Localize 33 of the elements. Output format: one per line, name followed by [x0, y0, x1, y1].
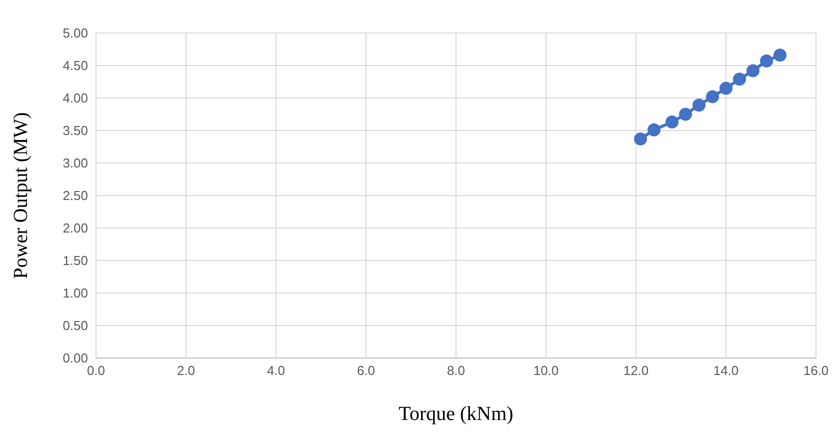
x-tick-label: 10.0	[533, 363, 559, 378]
point	[774, 48, 786, 62]
point	[720, 82, 732, 95]
x-tick-label: 0.0	[86, 363, 106, 378]
x-tick-label: 8.0	[446, 363, 466, 378]
y-tick-label: 2.50	[62, 188, 88, 204]
y-tick-label: 0.50	[62, 318, 88, 334]
y-tick-label: 0.00	[62, 350, 88, 366]
x-tick-label: 12.0	[623, 363, 649, 378]
point	[679, 108, 692, 121]
x-tick-label: 2.0	[176, 363, 196, 378]
x-axis-title: Torque (kNm)	[398, 403, 514, 425]
x-tick-label: 16.0	[803, 363, 829, 378]
y-tick-label: 1.50	[62, 253, 88, 268]
point	[760, 54, 773, 68]
point	[634, 132, 647, 146]
y-tick-label: 4.00	[62, 90, 88, 106]
x-tick-label: 14.0	[713, 363, 739, 378]
x-tick-label: 4.0	[266, 363, 286, 378]
y-tick-label: 4.50	[62, 58, 88, 74]
point	[666, 116, 678, 129]
y-tick-label: 1.00	[62, 286, 88, 301]
point	[746, 64, 760, 78]
y-tick-label: 3.00	[62, 156, 88, 171]
point	[706, 90, 719, 104]
y-tick-label: 5.00	[62, 26, 88, 41]
y-tick-label: 2.00	[62, 220, 88, 236]
x-tick-label: 6.0	[356, 363, 376, 378]
point	[733, 72, 746, 86]
point	[692, 98, 706, 112]
point	[648, 123, 660, 136]
y-tick-label: 3.50	[62, 123, 88, 138]
y-axis-title: Power Output (MW)	[10, 112, 32, 279]
